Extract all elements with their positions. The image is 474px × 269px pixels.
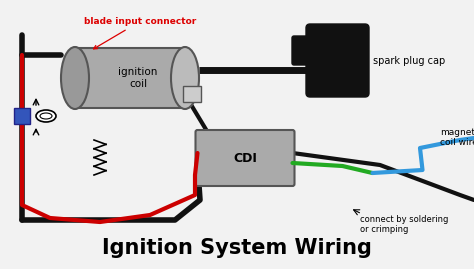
FancyBboxPatch shape xyxy=(14,108,30,124)
Ellipse shape xyxy=(171,47,199,109)
FancyBboxPatch shape xyxy=(183,86,201,102)
Text: spark plug cap: spark plug cap xyxy=(373,55,445,65)
Ellipse shape xyxy=(61,47,89,109)
FancyBboxPatch shape xyxy=(306,24,369,97)
FancyBboxPatch shape xyxy=(292,36,314,65)
Ellipse shape xyxy=(40,113,52,119)
FancyBboxPatch shape xyxy=(75,48,185,108)
Text: blade input connector: blade input connector xyxy=(84,17,196,49)
FancyBboxPatch shape xyxy=(195,130,294,186)
Text: magneto
coil wires: magneto coil wires xyxy=(440,128,474,147)
Ellipse shape xyxy=(36,110,56,122)
Text: ignition
coil: ignition coil xyxy=(118,67,158,89)
Text: CDI: CDI xyxy=(233,151,257,165)
Text: Ignition System Wiring: Ignition System Wiring xyxy=(102,238,372,258)
Text: connect by soldering
or crimping: connect by soldering or crimping xyxy=(360,215,448,234)
